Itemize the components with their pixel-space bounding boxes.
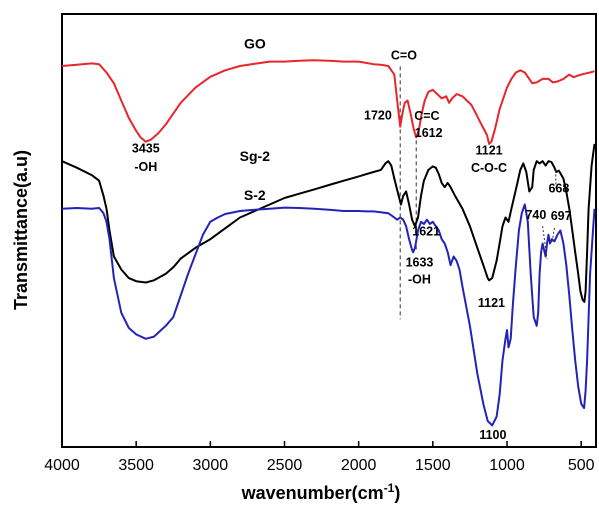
spectra-series <box>61 59 596 427</box>
peak-annotation: 668 <box>548 181 569 195</box>
annotation-leaders <box>542 168 557 259</box>
x-axis-ticks: 4000 3500 3000 2500 2000 1500 1000 500 <box>44 441 595 474</box>
series-label-go: GO <box>244 36 266 52</box>
peak-annotation: C-O-C <box>471 161 507 175</box>
peak-annotation: C=O <box>391 48 417 62</box>
x-tick-label: 1000 <box>489 457 525 474</box>
peak-annotation: 1633 <box>406 255 434 269</box>
peak-annotation: 1121 <box>475 143 502 157</box>
annotation-leader-line <box>542 226 548 259</box>
x-tick-label: 3000 <box>193 457 229 474</box>
y-axis-title: Transmittance(a.u) <box>11 150 31 310</box>
series-labels: GO Sg-2 S-2 <box>240 36 271 204</box>
peak-annotation: 1121 <box>478 296 505 310</box>
peak-annotations: 3435 -OH 1720 C=O C=C 1612 1121 C-O-C 668 1621 740… <box>132 48 572 441</box>
x-tick-label: 1500 <box>415 457 451 474</box>
x-tick-label: 4000 <box>44 457 80 474</box>
peak-annotation: 740 <box>525 208 546 222</box>
vertical-markers <box>399 66 417 320</box>
x-tick-label: 2500 <box>267 457 303 474</box>
peak-annotation: C=C <box>414 109 439 123</box>
x-tick-label: 3500 <box>118 457 154 474</box>
x-tick-label: 2000 <box>341 457 377 474</box>
x-axis-title: wavenumber(cm-1) <box>241 481 401 503</box>
peak-annotation: -OH <box>134 160 157 174</box>
x-tick-label: 500 <box>568 457 595 474</box>
peak-annotation: 1100 <box>479 428 506 442</box>
annotation-leader-line <box>551 227 555 243</box>
series-line-s-2 <box>61 203 596 427</box>
series-line-go <box>61 59 595 145</box>
peak-annotation: 1720 <box>364 109 392 123</box>
plot-area-frame <box>61 13 597 448</box>
series-label-sg-2: Sg-2 <box>240 148 271 164</box>
peak-annotation: 1621 <box>412 224 440 238</box>
series-line-sg-2 <box>61 143 596 303</box>
peak-annotation: 1612 <box>415 126 443 140</box>
peak-annotation: 3435 <box>132 142 160 156</box>
series-label-s-2: S-2 <box>244 187 266 203</box>
peak-annotation: -OH <box>408 272 431 286</box>
peak-annotation: 697 <box>551 209 572 223</box>
